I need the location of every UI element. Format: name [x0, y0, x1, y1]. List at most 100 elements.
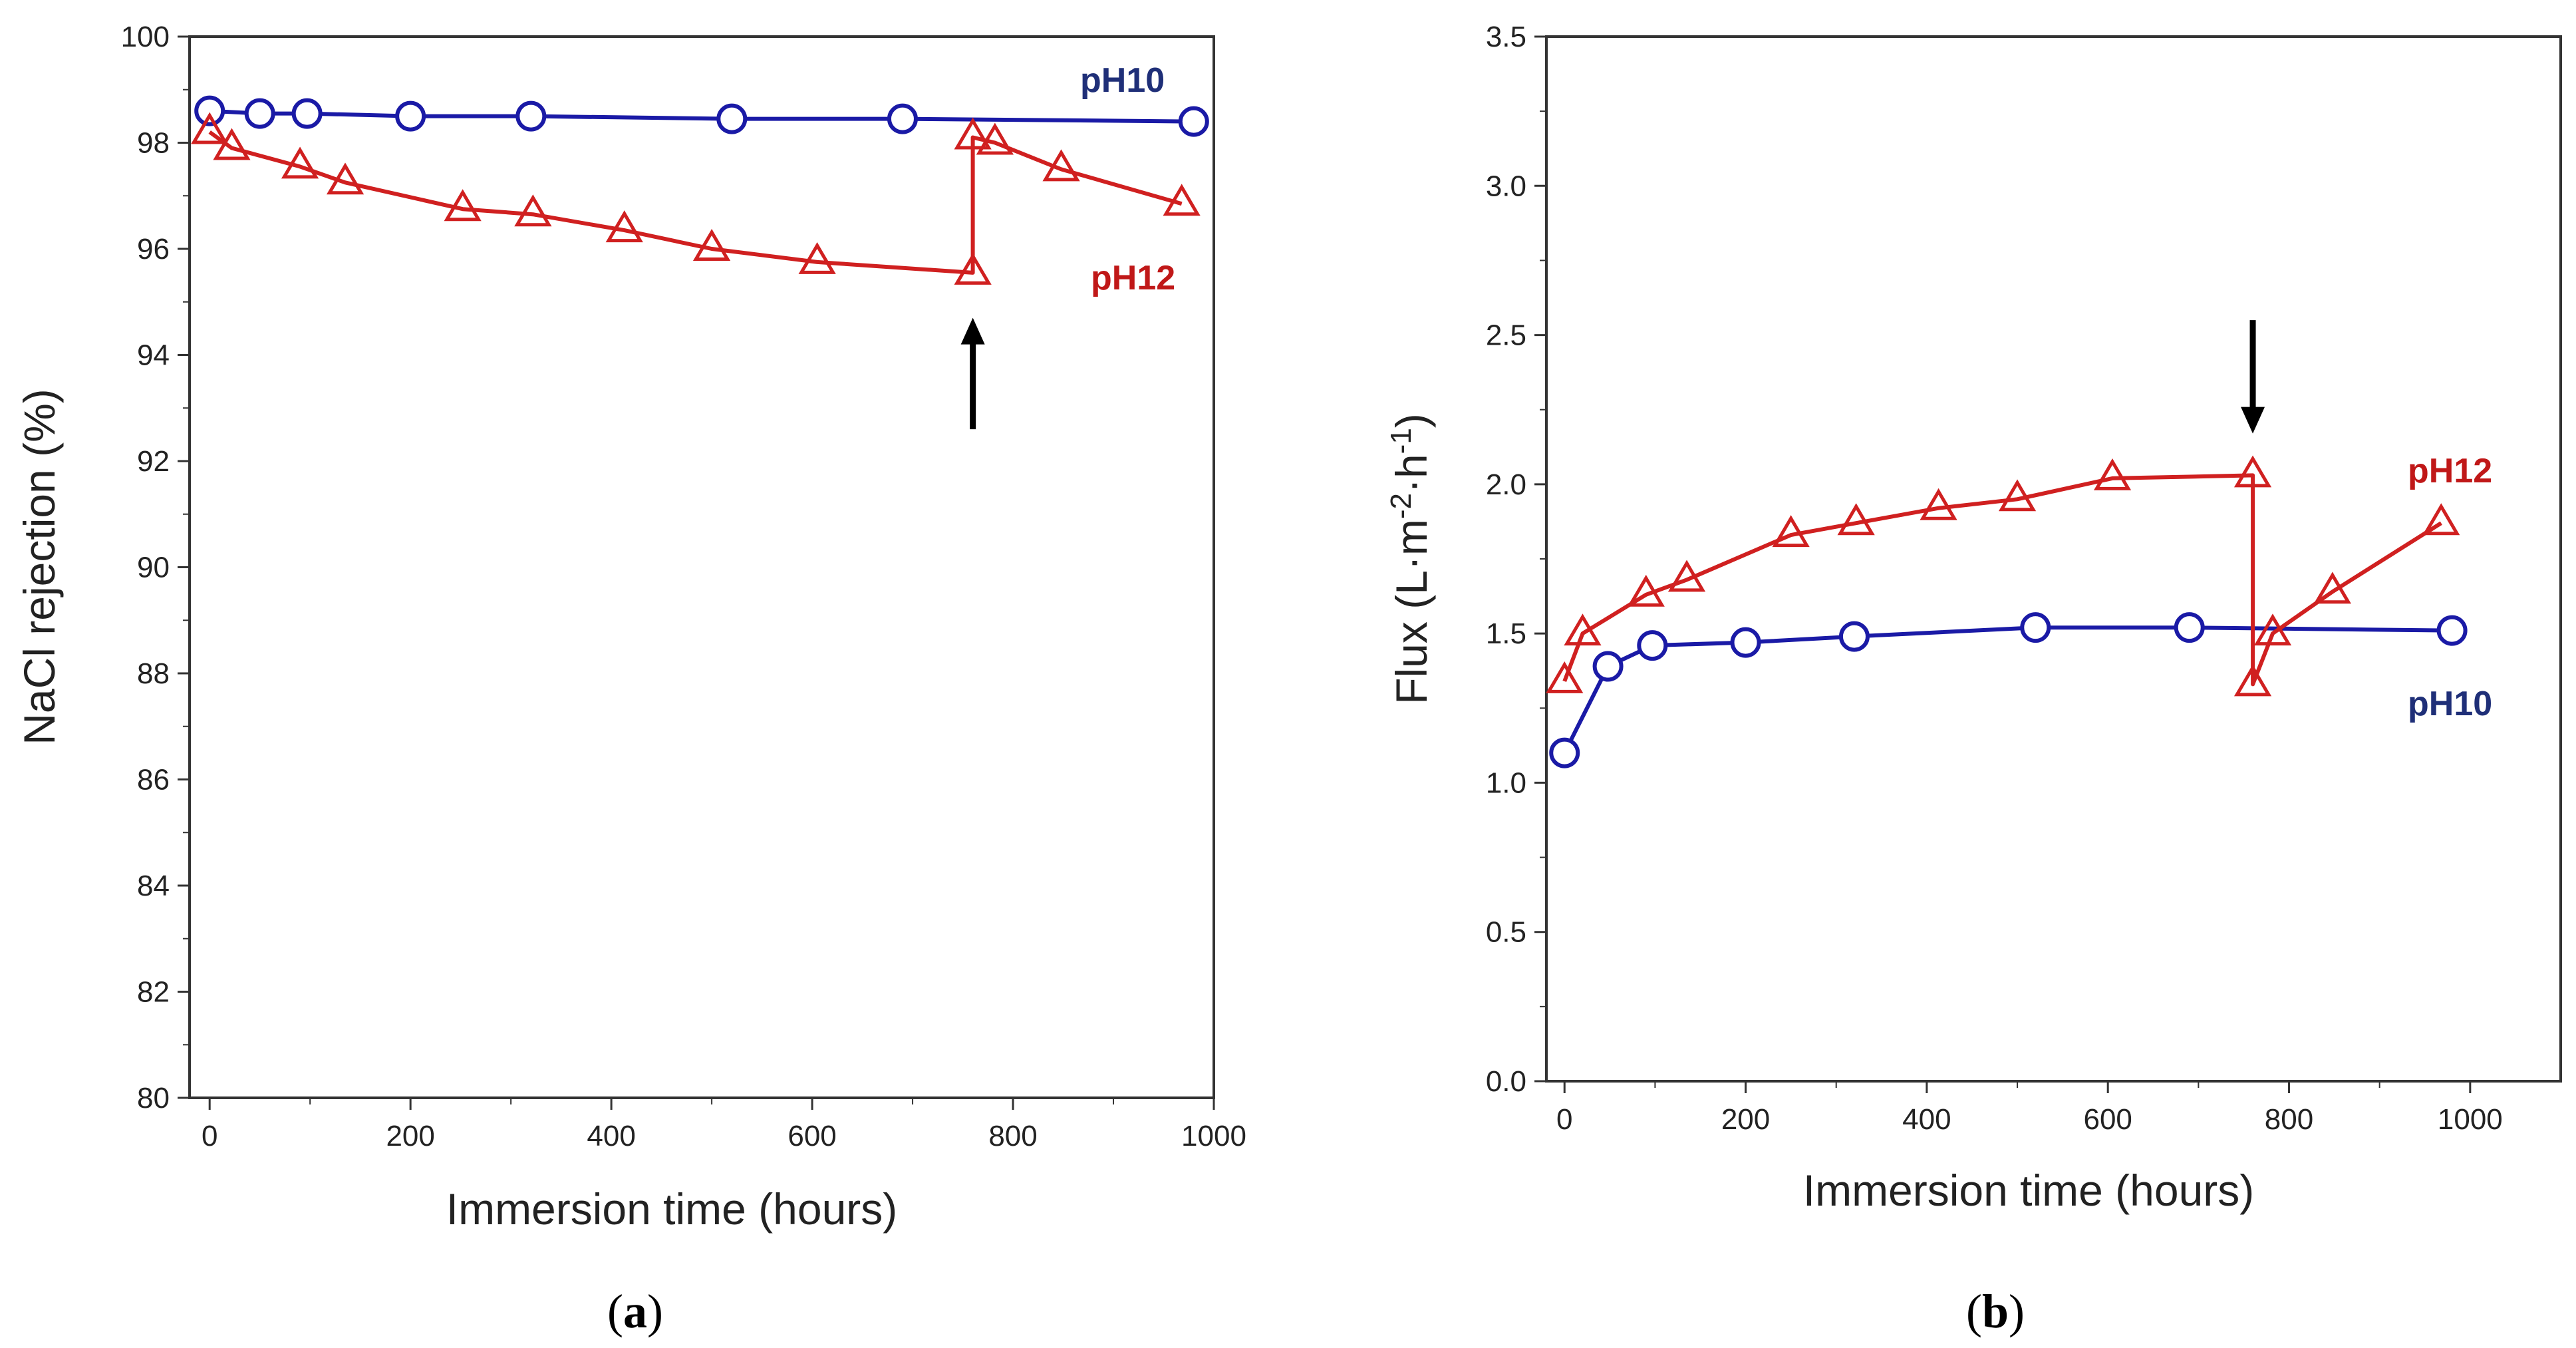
arrow-head-a-0 [960, 317, 985, 345]
series-line-ph10-b [1562, 625, 2452, 754]
marker-ph12-a-8 [798, 242, 836, 274]
y-title-b-sup-2: -1 [1385, 428, 1417, 454]
plot-frame-a [188, 35, 1215, 1099]
y-tick-label-b-0.5: 0.5 [1486, 916, 1526, 949]
y-tick-label-a-100: 100 [121, 21, 170, 53]
panel-b: 0 200 400 600 800 1000 0.0 0.5 1.0 1.5 2.0 2.5 3.0 3.… [1385, 21, 2562, 1338]
x-tick-label-b-200: 200 [1721, 1103, 1770, 1136]
marker-ph12-b-2 [1627, 574, 1665, 607]
marker-ph12-b-6 [1920, 488, 1957, 520]
y-tick-label-a-88: 88 [137, 657, 170, 690]
caption-paren-close-a: ) [647, 1285, 663, 1338]
x-tick-label-a-800: 800 [988, 1120, 1037, 1152]
y-tick-label-a-94: 94 [137, 339, 170, 372]
y-tick-label-a-82: 82 [137, 976, 170, 1009]
series-group-a [191, 95, 1209, 285]
marker-ph10-b-4 [1838, 621, 1870, 652]
panel-caption-a: (a) [607, 1285, 663, 1338]
y-tick-label-a-84: 84 [137, 870, 170, 902]
y-title-b-part-3: ) [1387, 413, 1436, 428]
marker-ph10-a-1 [244, 98, 275, 129]
marker-ph12-a-2 [281, 146, 319, 179]
marker-ph12-b-8 [2093, 458, 2132, 490]
caption-letter-a: a [623, 1285, 647, 1338]
marker-ph12-b-0 [1546, 661, 1584, 693]
marker-ph10-a-0 [194, 95, 225, 126]
tick-marks-b: 0 200 400 600 800 1000 0.0 0.5 1.0 1.5 2.0 2.5 3.0 3.… [1486, 21, 2503, 1136]
x-tick-label-b-0: 0 [1556, 1103, 1572, 1136]
series-label-ph12-a: pH12 [1091, 259, 1175, 297]
marker-ph12-a-7 [692, 229, 731, 261]
marker-ph12-a-9 [954, 252, 992, 285]
marker-ph10-b-6 [2174, 612, 2205, 643]
marker-ph12-b-11 [2253, 613, 2292, 646]
y-tick-label-a-98: 98 [137, 127, 170, 160]
arrow-annotation-b [2241, 320, 2265, 434]
marker-ph10-b-1 [1592, 651, 1624, 682]
y-tick-label-a-86: 86 [137, 764, 170, 796]
y-tick-label-b-0: 0.0 [1486, 1065, 1526, 1098]
y-tick-label-a-80: 80 [137, 1082, 170, 1114]
y-tick-label-a-90: 90 [137, 552, 170, 584]
x-tick-label-b-400: 400 [1902, 1103, 1951, 1136]
y-title-b-sup-1: -2 [1385, 493, 1417, 519]
marker-ph12-b-4 [1772, 515, 1810, 548]
marker-ph12-b-13 [2422, 503, 2460, 536]
marker-ph10-a-3 [395, 100, 426, 132]
x-tick-label-a-400: 400 [587, 1120, 635, 1152]
panel-caption-b: (b) [1966, 1285, 2025, 1338]
marker-ph12-b-3 [1667, 560, 1706, 592]
y-tick-label-b-1.5: 1.5 [1486, 617, 1526, 650]
marker-ph12-a-0 [191, 112, 229, 144]
marker-ph10-b-5 [2020, 612, 2051, 643]
marker-ph12-a-11 [976, 122, 1014, 155]
marker-ph12-a-12 [1042, 149, 1080, 182]
y-tick-label-a-96: 96 [137, 233, 170, 265]
marker-ph10-b-7 [2436, 615, 2468, 646]
marker-ph10-a-2 [291, 98, 323, 129]
y-axis-title-a: NaCl rejection (%) [15, 389, 64, 745]
marker-ph12-a-5 [514, 194, 552, 227]
marker-ph12-a-4 [444, 189, 482, 222]
marker-ph10-b-2 [1637, 630, 1668, 661]
caption-paren-open-b: ( [1966, 1285, 1982, 1338]
x-axis-title-b: Immersion time (hours) [1803, 1166, 2254, 1215]
marker-ph12-a-3 [326, 162, 364, 195]
marker-ph12-b-7 [1998, 479, 2037, 512]
marker-ph12-b-9 [2233, 455, 2272, 488]
x-tick-label-a-600: 600 [787, 1120, 836, 1152]
series-label-ph10-a: pH10 [1080, 61, 1165, 100]
y-tick-label-b-2: 2.0 [1486, 468, 1526, 501]
caption-paren-close-b: ) [2009, 1285, 2025, 1338]
marker-ph12-a-10 [954, 117, 992, 150]
x-tick-label-a-1000: 1000 [1181, 1120, 1246, 1152]
caption-paren-open-a: ( [607, 1285, 623, 1338]
marker-ph12-b-10 [2233, 664, 2272, 697]
marker-ph12-a-6 [605, 210, 643, 243]
tick-marks-a: 0 200 400 600 800 1000 80 82 84 86 88 90 92 94 96 98 100 [121, 21, 1246, 1152]
series-line-ph10-a [210, 108, 1194, 124]
series-label-ph10-b: pH10 [2408, 685, 2492, 723]
y-tick-label-b-3.5: 3.5 [1486, 21, 1526, 53]
y-tick-label-b-1: 1.0 [1486, 766, 1526, 799]
y-tick-label-b-3: 3.0 [1486, 170, 1526, 202]
marker-ph10-a-7 [1178, 106, 1209, 137]
caption-letter-b: b [1982, 1285, 2009, 1338]
plot-frame-b [1545, 35, 2562, 1083]
marker-ph10-a-5 [716, 103, 748, 134]
x-tick-label-b-600: 600 [2083, 1103, 2132, 1136]
series-label-ph12-b: pH12 [2408, 452, 2492, 490]
marker-ph10-b-0 [1549, 737, 1580, 768]
marker-ph12-b-5 [1837, 503, 1875, 536]
series-group-b [1546, 455, 2468, 768]
y-axis-title-b: Flux (L·m-2·h-1) [1385, 413, 1437, 705]
panel-a: 0 200 400 600 800 1000 80 82 84 86 88 90 92 94 96 98 100… [15, 21, 1246, 1338]
arrow-head-b-0 [2241, 407, 2265, 434]
y-tick-label-b-2.5: 2.5 [1486, 319, 1526, 352]
marker-ph12-a-1 [213, 128, 251, 160]
arrow-annotation-a [960, 317, 985, 430]
marker-ph10-b-3 [1730, 627, 1761, 658]
marker-ph10-a-4 [515, 100, 547, 132]
series-line-ph12-a [208, 130, 1183, 275]
